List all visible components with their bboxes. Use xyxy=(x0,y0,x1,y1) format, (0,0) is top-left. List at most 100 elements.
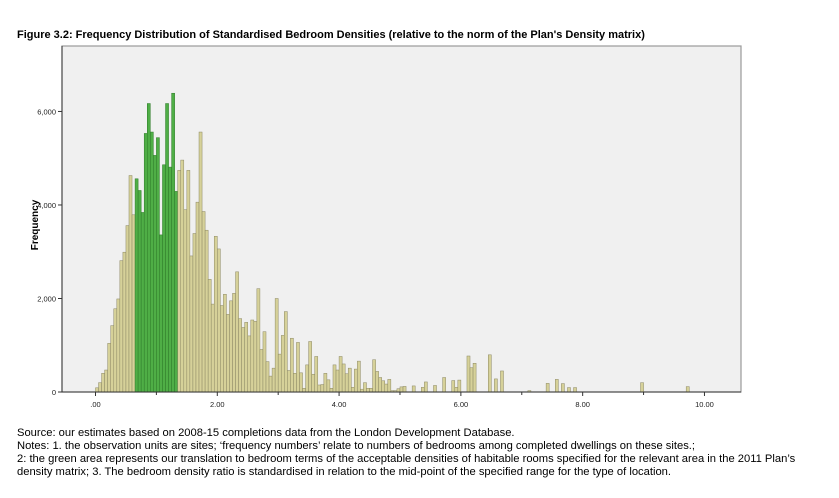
histogram-bar xyxy=(381,380,386,393)
histogram-bar xyxy=(95,387,99,393)
histogram-bar xyxy=(561,383,565,393)
histogram-bar xyxy=(107,343,111,393)
histogram-bar xyxy=(113,308,118,393)
histogram-bar-highlighted xyxy=(153,155,157,393)
note-line-3: density matrix; 3. The bedroom density r… xyxy=(17,466,671,478)
histogram-bar xyxy=(344,373,349,393)
histogram-bar xyxy=(354,368,358,393)
histogram-bar xyxy=(256,288,261,393)
histogram-bar xyxy=(685,386,690,393)
histogram-bar xyxy=(375,371,379,393)
source-note: Source: our estimates based on 2008-15 c… xyxy=(17,427,515,439)
histogram-bar xyxy=(287,370,291,393)
histogram-bar xyxy=(317,384,322,393)
histogram-bar xyxy=(250,319,255,393)
histogram-bar xyxy=(466,355,471,393)
histogram-bar xyxy=(472,362,477,393)
notes-block: Source: our estimates based on 2008-15 c… xyxy=(17,427,795,479)
histogram-bar xyxy=(494,378,498,393)
histogram-bar xyxy=(384,383,389,393)
histogram-bar xyxy=(119,260,124,393)
histogram-bar xyxy=(299,372,303,393)
y-tick-label: 0 xyxy=(52,388,56,397)
histogram-bar xyxy=(366,388,370,393)
histogram-bar xyxy=(451,380,456,393)
histogram-bar xyxy=(125,225,130,393)
histogram-bar xyxy=(101,373,105,393)
histogram-bar-highlighted xyxy=(147,103,151,393)
histogram-bar xyxy=(210,303,215,393)
y-tick-label: 4,000 xyxy=(37,201,56,210)
y-tick-label: 6,000 xyxy=(37,107,56,116)
x-tick-label: 8.00 xyxy=(575,400,590,409)
histogram-bar xyxy=(421,387,425,393)
histogram-bar xyxy=(433,385,437,393)
histogram-bar xyxy=(399,386,404,393)
x-tick-label: .00 xyxy=(90,400,100,409)
bars-group xyxy=(95,92,690,393)
histogram-bar xyxy=(308,341,312,393)
histogram-bar-highlighted xyxy=(171,92,175,393)
histogram-bar xyxy=(573,387,577,393)
histogram-bar xyxy=(332,364,337,393)
histogram-bar-highlighted xyxy=(156,137,160,393)
histogram-bar xyxy=(280,335,285,393)
histogram-bar xyxy=(363,382,367,393)
histogram-bar xyxy=(265,361,270,393)
x-tick-label: 6.00 xyxy=(454,400,469,409)
histogram-bar xyxy=(268,375,273,393)
histogram-bar xyxy=(387,379,392,393)
histogram-bar xyxy=(326,379,331,393)
histogram-bar xyxy=(244,322,248,393)
histogram-bar xyxy=(183,209,188,393)
histogram-bar xyxy=(314,356,319,393)
histogram-bar xyxy=(290,337,294,393)
histogram-bar-highlighted xyxy=(143,133,148,393)
histogram-bar xyxy=(262,331,267,393)
histogram-bar xyxy=(296,342,300,393)
histogram-bar-highlighted xyxy=(140,212,145,393)
histogram-bar xyxy=(98,382,102,393)
histogram-bar xyxy=(424,381,428,393)
histogram-bar xyxy=(186,170,191,393)
histogram-bar xyxy=(238,318,242,393)
histogram-bar xyxy=(411,385,416,393)
histogram-bar xyxy=(357,360,361,393)
y-tick-label: 2,000 xyxy=(37,294,56,303)
x-tick-label: 10.00 xyxy=(695,400,714,409)
histogram-bar xyxy=(253,321,258,393)
histogram-bar xyxy=(311,373,315,393)
histogram-bar xyxy=(131,214,136,393)
axes-group: .00 2.00 4.00 6.00 8.00 10.00 0 2,000 4,000 6,000 xyxy=(37,46,741,409)
histogram-bar xyxy=(189,255,194,393)
histogram-bar xyxy=(302,388,306,393)
histogram-bar xyxy=(329,388,334,393)
histogram-bar xyxy=(457,379,462,393)
figure-title: Figure 3.2: Frequency Distribution of St… xyxy=(17,29,645,41)
histogram-bar xyxy=(369,388,373,393)
histogram-bar-highlighted xyxy=(159,234,163,393)
histogram-bar xyxy=(128,175,133,393)
histogram-bar xyxy=(204,229,209,393)
histogram-bar xyxy=(195,201,200,393)
histogram-bar xyxy=(469,367,474,393)
histogram-bar xyxy=(488,354,492,393)
histogram-bar xyxy=(402,386,407,393)
histogram-bar-highlighted xyxy=(168,166,172,393)
histogram-bar xyxy=(555,379,559,393)
histogram-bar xyxy=(122,251,127,393)
histogram-bar xyxy=(116,298,121,393)
histogram-bar xyxy=(341,363,346,393)
histogram-bar xyxy=(229,300,233,393)
histogram-bar xyxy=(232,293,236,393)
histogram-bar xyxy=(567,387,571,393)
histogram-bar xyxy=(201,211,206,393)
histogram-bar xyxy=(284,311,288,393)
histogram-bar xyxy=(226,314,230,393)
y-axis-title: Frequency xyxy=(30,199,41,250)
histogram-bar xyxy=(640,382,644,393)
histogram-bar xyxy=(305,364,309,393)
histogram-bar xyxy=(223,294,227,393)
histogram-bar xyxy=(320,384,325,393)
histogram-bar-highlighted xyxy=(162,164,166,393)
